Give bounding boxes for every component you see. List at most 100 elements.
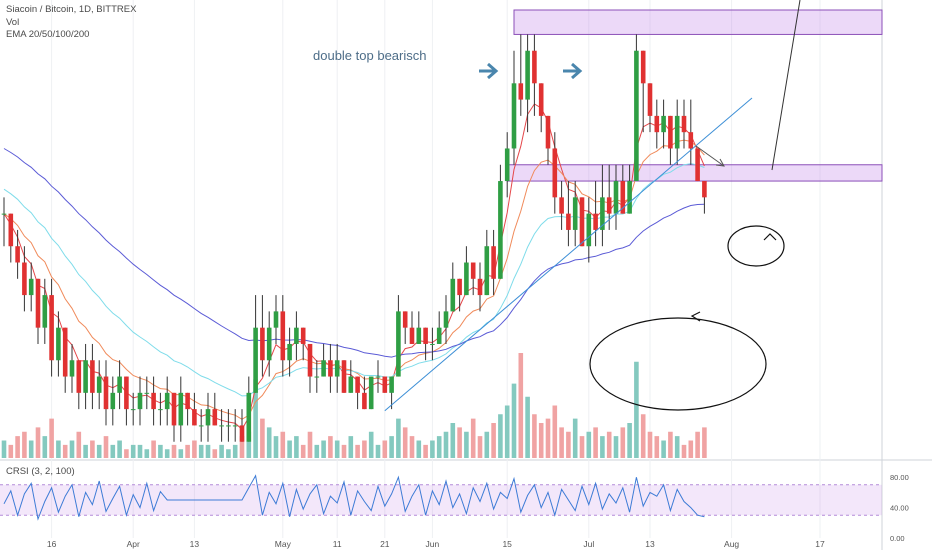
candle-body <box>464 262 469 296</box>
candle-body <box>35 278 41 328</box>
volume-bar <box>151 440 156 458</box>
volume-bar <box>110 444 116 458</box>
volume-bar <box>348 436 354 458</box>
candle-body <box>348 376 354 393</box>
volume-bar <box>69 440 75 458</box>
volume-bar <box>1 440 7 458</box>
candle-body <box>613 181 619 214</box>
candle-body <box>341 360 347 393</box>
crsi-tick-label: 40.00 <box>890 504 909 513</box>
candle-body <box>491 246 496 279</box>
candle-body <box>470 262 476 279</box>
volume-bar <box>328 436 333 458</box>
candle-body <box>90 360 95 393</box>
candle-body <box>300 327 306 344</box>
crsi-tick-label: 0.00 <box>890 534 905 543</box>
volume-bar <box>103 436 109 458</box>
candle-body <box>586 213 592 247</box>
time-tick-label: 11 <box>333 539 342 549</box>
volume-bar <box>396 418 401 458</box>
volume-bar <box>49 418 54 458</box>
volume-bar <box>185 444 190 458</box>
candle-body <box>158 409 163 411</box>
candle-body <box>368 376 374 410</box>
volume-bar <box>22 431 27 458</box>
volume-bar <box>35 427 41 458</box>
volume-bar <box>76 431 82 458</box>
candle-body <box>436 327 442 344</box>
candle-body <box>83 360 88 393</box>
volume-bar <box>634 361 639 458</box>
candle-body <box>355 376 360 393</box>
candle-body <box>232 425 238 427</box>
volume-bar <box>572 418 578 458</box>
volume-bar <box>8 444 14 458</box>
candle-body <box>171 392 177 426</box>
candle-body <box>273 311 279 328</box>
arrow-head <box>763 233 777 241</box>
volume-bar <box>450 423 456 458</box>
ema-line <box>3 148 705 358</box>
candle-body <box>334 360 340 377</box>
candle-body <box>192 409 197 426</box>
volume-bar <box>491 423 496 458</box>
candle-body <box>559 197 564 214</box>
candle-body <box>674 115 680 149</box>
candle-body <box>212 409 218 426</box>
crsi-tick-label: 80.00 <box>890 473 909 482</box>
volume-bar <box>504 405 510 458</box>
candle-body <box>8 213 14 247</box>
volume-bar <box>28 440 34 458</box>
volume-bar <box>239 436 245 458</box>
volume-bar <box>640 414 646 458</box>
time-tick-label: 16 <box>47 539 57 549</box>
crsi-legend: CRSI (3, 2, 100) <box>6 466 75 477</box>
candle-body <box>538 83 544 116</box>
candle-body <box>294 327 299 344</box>
volume-bar <box>198 444 204 458</box>
candle-body <box>593 213 598 230</box>
candle-body <box>389 376 394 393</box>
volume-bar <box>334 440 340 458</box>
volume-bar <box>620 427 626 458</box>
candle-body <box>117 376 122 393</box>
candle-body <box>178 392 184 426</box>
volume-bar <box>382 440 388 458</box>
candle-body <box>22 262 27 296</box>
candle-body <box>137 392 143 410</box>
candle-body <box>42 295 48 328</box>
candle-body <box>430 343 435 345</box>
volume-bar <box>205 444 211 458</box>
candle-body <box>198 425 204 427</box>
volume-bar <box>15 436 20 458</box>
volume-bar <box>552 405 558 458</box>
time-tick-label: 13 <box>190 539 200 549</box>
arrow-line <box>695 145 725 167</box>
candle-body <box>205 409 211 426</box>
volume-bar <box>532 414 537 458</box>
candle-body <box>307 343 313 377</box>
candle-body <box>661 115 666 133</box>
resistance-zone <box>506 164 883 182</box>
volume-bar <box>90 440 95 458</box>
volume-bar <box>300 444 306 458</box>
candle-body <box>375 376 381 378</box>
candle-body <box>634 50 639 182</box>
volume-bar <box>593 427 598 458</box>
volume-bar <box>144 449 150 458</box>
arrow-head <box>690 311 701 322</box>
candle-body <box>130 409 136 411</box>
volume-bar <box>443 431 449 458</box>
volume-bar <box>226 449 231 458</box>
candle-body <box>450 278 456 312</box>
candle-body <box>144 392 150 394</box>
candle-body <box>409 327 415 344</box>
candle-body <box>532 50 537 84</box>
candle-body <box>545 115 551 149</box>
crsi-line <box>3 474 705 521</box>
volume-bar <box>511 383 517 458</box>
volume-bar <box>137 444 143 458</box>
candle-body <box>328 360 333 377</box>
volume-bar <box>62 444 68 458</box>
